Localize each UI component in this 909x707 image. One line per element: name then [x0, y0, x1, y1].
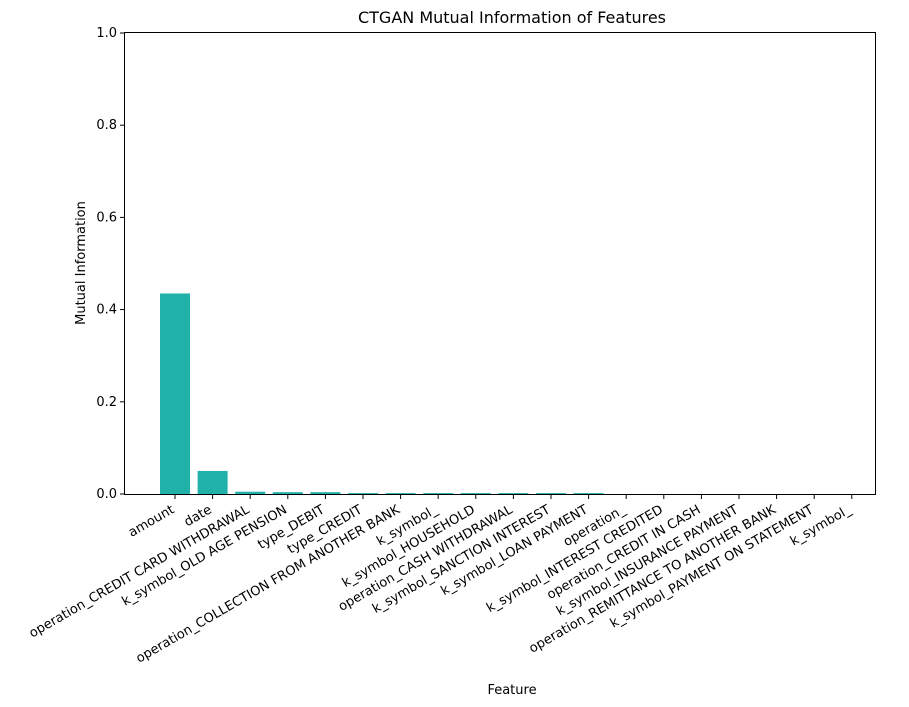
y-axis: 0.0 0.2 0.4 0.6 0.8 1.0	[96, 26, 125, 502]
y-tick-label: 0.4	[96, 303, 117, 318]
bar	[573, 493, 604, 494]
y-tick-label: 1.0	[96, 26, 117, 41]
bar	[536, 493, 566, 494]
plot-frame	[124, 32, 876, 495]
y-axis-label: Mutual Information	[74, 201, 89, 325]
chart-title: CTGAN Mutual Information of Features	[358, 8, 666, 27]
bar	[310, 492, 341, 494]
y-tick-label: 0.2	[96, 395, 117, 410]
bar	[460, 493, 491, 494]
bar	[498, 493, 529, 494]
y-tick-label: 0.6	[96, 210, 117, 225]
bar	[235, 491, 266, 494]
bar	[423, 493, 454, 494]
bar	[272, 492, 303, 494]
y-tick-label: 0.0	[96, 487, 117, 502]
x-tick-label: amount	[126, 502, 177, 540]
x-axis-label: Feature	[487, 683, 536, 698]
y-tick-label: 0.8	[96, 118, 117, 133]
bar	[385, 493, 416, 494]
bar	[197, 470, 228, 494]
bar	[160, 293, 190, 494]
bar	[348, 493, 378, 494]
bars	[160, 293, 604, 494]
